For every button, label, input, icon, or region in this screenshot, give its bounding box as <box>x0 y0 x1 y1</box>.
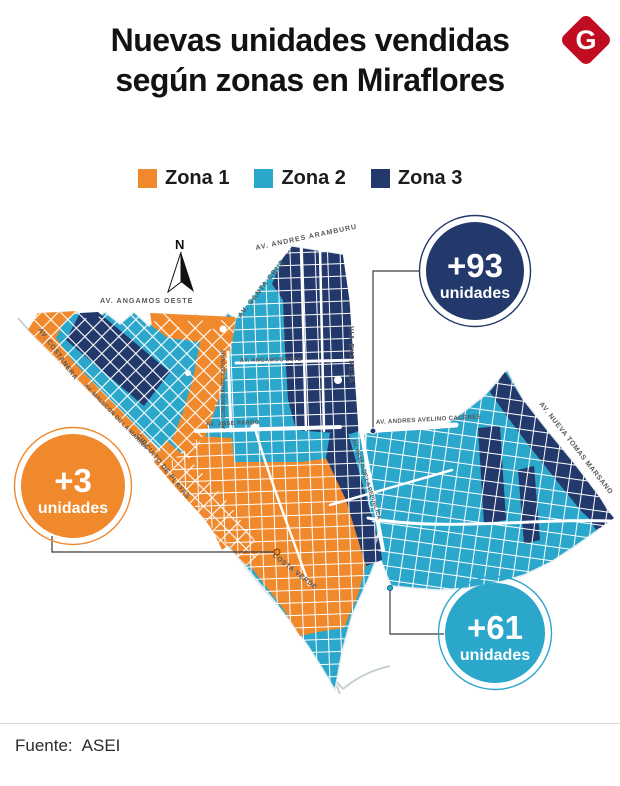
miraflores-map: AV. ANGAMOS OESTE AV. SANTA CRUZ AV. AND… <box>13 214 614 695</box>
compass-north: N <box>167 237 194 294</box>
major-streets <box>185 244 612 587</box>
zona3-swatch <box>370 169 390 188</box>
compass-letter: N <box>175 237 184 252</box>
compass-arrow-right <box>181 252 194 292</box>
street-label-aramburu: AV. ANDRES ARAMBURU <box>255 224 358 252</box>
badge-zona2: +61 unidades <box>437 575 553 691</box>
footer-divider <box>0 723 620 724</box>
title-line-1: Nuevas unidades vendidas <box>110 22 510 58</box>
badge-zona1: +3 unidades <box>13 426 133 546</box>
connector-dot-zona1 <box>273 548 281 556</box>
source-value: ASEI <box>81 736 121 755</box>
badge-zona2-value: +61 <box>467 609 523 646</box>
zona2-label: Zona 2 <box>281 167 346 189</box>
title-line-2: según zonas en Miraflores <box>115 62 505 98</box>
zona3-label: Zona 3 <box>397 167 463 189</box>
badge-zona3: +93 unidades <box>418 214 532 328</box>
zona1-swatch <box>138 169 157 188</box>
logo-letter: G <box>575 24 597 55</box>
street-label-comandante-espinar: AV. COMANDANTE ESPINAR <box>221 350 227 429</box>
street-label-angamos-este: AV. ANGAMOS ESTE <box>240 357 302 364</box>
zona1-label: Zona 1 <box>165 167 230 189</box>
badge-zona2-label: unidades <box>460 647 530 664</box>
zone-legend: Zona 1 Zona 2 Zona 3 <box>138 167 487 190</box>
connector-zona3 <box>372 270 420 429</box>
badge-zona3-value: +93 <box>447 247 503 284</box>
compass-arrow-left <box>167 251 182 294</box>
connector-zona2 <box>389 588 444 635</box>
street-label-via-expresa: VIA EXPRESA <box>347 326 354 384</box>
gestion-logo: G <box>559 13 613 67</box>
street-label-angamos-oeste: AV. ANGAMOS OESTE <box>100 296 193 305</box>
legend-item-zona1: Zona 1 <box>138 167 229 190</box>
badge-zona1-value: +3 <box>54 462 92 499</box>
connector-dot-zona2 <box>386 584 394 592</box>
connector-dot-zona3 <box>369 427 377 435</box>
zona2-swatch <box>254 169 274 188</box>
badge-zona3-label: unidades <box>440 285 510 302</box>
source-line: Fuente: ASEI <box>15 736 120 756</box>
legend-item-zona3: Zona 3 <box>370 167 463 190</box>
street-label-jose-pardo: AV. JOSE PARDO <box>206 420 260 428</box>
source-label: Fuente: <box>15 736 73 755</box>
page-title: Nuevas unidades vendidas según zonas en … <box>0 20 620 100</box>
badge-zona1-label: unidades <box>38 500 108 517</box>
legend-item-zona2: Zona 2 <box>254 167 346 190</box>
